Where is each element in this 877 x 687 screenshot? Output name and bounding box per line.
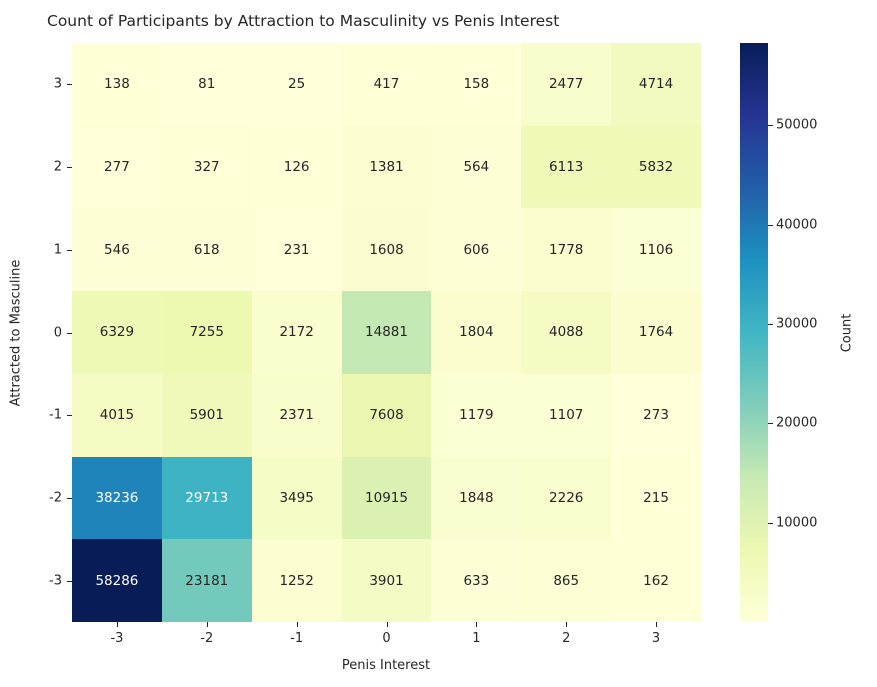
heatmap-cell: 1804: [431, 291, 522, 374]
heatmap-cell: 7608: [341, 373, 432, 457]
heatmap-cell: 6329: [72, 291, 162, 374]
x-tick-mark: [386, 622, 388, 627]
y-tick-mark: [67, 415, 72, 417]
heatmap-cell: 14881: [341, 291, 432, 374]
heatmap-cell: 4088: [521, 291, 612, 374]
heatmap-cell: 2371: [251, 373, 342, 457]
heatmap-cell: 215: [611, 456, 701, 540]
heatmap-cell: 417: [341, 43, 432, 126]
x-tick-mark: [476, 622, 478, 627]
heatmap-cell: 158: [431, 43, 522, 126]
y-tick-mark: [67, 84, 72, 86]
y-tick-mark: [67, 332, 72, 334]
heatmap-cell: 6113: [521, 125, 612, 209]
colorbar-tick-mark: [768, 125, 773, 127]
x-tick-label: 0: [382, 631, 391, 646]
heatmap-cell: 564: [431, 125, 522, 209]
colorbar-tick-mark: [768, 423, 773, 425]
y-tick-label: -3: [49, 573, 62, 589]
heatmap-cell: 1848: [431, 456, 522, 540]
x-tick-mark: [296, 622, 298, 627]
heatmap-cell: 273: [611, 373, 701, 457]
heatmap-cell: 29713: [161, 456, 252, 540]
chart-title: Count of Participants by Attraction to M…: [47, 12, 560, 30]
colorbar-tick-label: 20000: [776, 415, 818, 431]
y-tick-label: 3: [53, 76, 62, 92]
heatmap-cell: 2477: [521, 43, 612, 126]
heatmap-cell: 5832: [611, 125, 701, 209]
heatmap-cell: 38236: [72, 456, 162, 540]
x-tick-label: 2: [562, 631, 571, 646]
heatmap-cell: 1764: [611, 291, 701, 374]
colorbar: [740, 43, 768, 622]
heatmap-cell: 2226: [521, 456, 612, 540]
heatmap-cell: 1107: [521, 373, 612, 457]
x-tick-mark: [116, 622, 118, 627]
heatmap-cell: 25: [251, 43, 342, 126]
colorbar-tick-label: 50000: [776, 117, 818, 133]
heatmap-cell: 633: [431, 539, 522, 622]
heatmap-cell: 618: [161, 208, 252, 292]
y-tick-label: 2: [53, 159, 62, 175]
heatmap-cell: 3901: [341, 539, 432, 622]
y-tick-mark: [67, 580, 72, 582]
colorbar-tick-mark: [768, 522, 773, 524]
heatmap-cell: 10915: [341, 456, 432, 540]
heatmap-cell: 865: [521, 539, 612, 622]
heatmap-cell: 1778: [521, 208, 612, 292]
heatmap-cell: 327: [161, 125, 252, 209]
heatmap-cell: 277: [72, 125, 162, 209]
y-tick-mark: [67, 167, 72, 169]
heatmap-cell: 1608: [341, 208, 432, 292]
heatmap-cell: 1106: [611, 208, 701, 292]
heatmap-cell: 1381: [341, 125, 432, 209]
y-tick-label: -2: [49, 490, 62, 506]
x-tick-label: -2: [200, 631, 214, 646]
y-tick-mark: [67, 497, 72, 499]
heatmap-cell: 1252: [251, 539, 342, 622]
heatmap-cell: 81: [161, 43, 252, 126]
heatmap-cell: 2172: [251, 291, 342, 374]
heatmap-grid: 138 81 25 417 158 2477 4714 277 327 126 1381 564 611…: [72, 43, 701, 622]
y-tick-mark: [67, 249, 72, 251]
heatmap-cell: 606: [431, 208, 522, 292]
x-axis-label: Penis Interest: [341, 658, 431, 673]
colorbar-tick-label: 40000: [776, 217, 818, 233]
heatmap-cell: 5901: [161, 373, 252, 457]
heatmap-cell: 4714: [611, 43, 701, 126]
colorbar-label: Count: [839, 313, 855, 353]
x-tick-mark: [566, 622, 568, 627]
heatmap-cell: 162: [611, 539, 701, 622]
x-tick-mark: [656, 622, 658, 627]
heatmap-cell: 1179: [431, 373, 522, 457]
heatmap-cell: 58286: [72, 539, 162, 622]
y-tick-label: -1: [49, 407, 62, 423]
x-tick-label: 1: [472, 631, 481, 646]
x-tick-label: -3: [110, 631, 124, 646]
heatmap-cell: 4015: [72, 373, 162, 457]
x-tick-mark: [206, 622, 208, 627]
colorbar-tick-label: 10000: [776, 515, 818, 531]
heatmap-cell: 231: [251, 208, 342, 292]
colorbar-tick-mark: [768, 224, 773, 226]
x-tick-label: 3: [651, 631, 661, 646]
heatmap-cell: 3495: [251, 456, 342, 540]
x-tick-label: -1: [290, 631, 304, 646]
heatmap-cell: 23181: [161, 539, 252, 622]
heatmap-cell: 7255: [161, 291, 252, 374]
colorbar-tick-mark: [768, 324, 773, 326]
y-tick-label: 0: [53, 325, 62, 340]
heatmap-cell: 126: [251, 125, 342, 209]
heatmap-cell: 138: [72, 43, 162, 126]
heatmap-cell: 546: [72, 208, 162, 292]
colorbar-tick-label: 30000: [776, 316, 818, 332]
y-tick-label: 1: [53, 242, 62, 258]
